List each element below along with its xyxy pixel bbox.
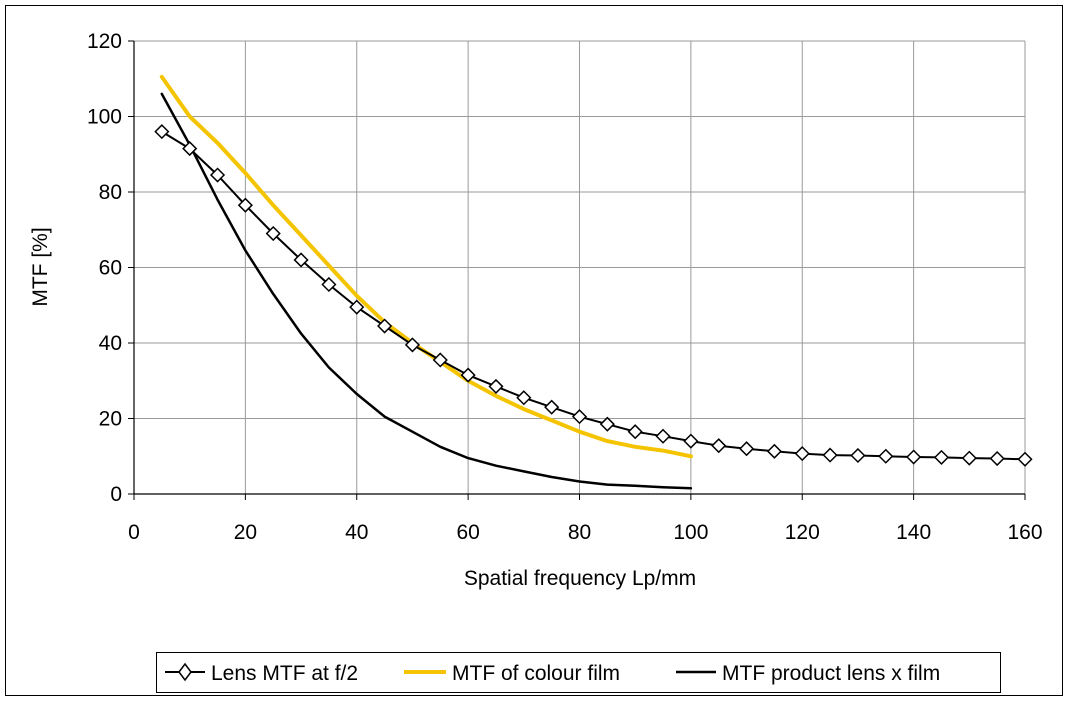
y-tick-label: 0 [110, 483, 122, 506]
legend-box [156, 652, 1001, 693]
y-tick-label: 80 [99, 181, 122, 204]
y-axis-label: MTF [%] [29, 227, 52, 306]
data-point-lens-mtf [599, 416, 615, 432]
data-point-lens-mtf [209, 167, 226, 183]
legend-label-colour-film: MTF of colour film [452, 662, 620, 685]
data-point-lens-mtf [516, 390, 532, 406]
y-tick-label: 100 [87, 106, 122, 129]
data-point-lens-mtf [432, 352, 448, 368]
data-point-lens-mtf [571, 409, 588, 425]
data-point-lens-mtf [237, 197, 253, 213]
tick-labels: 0 20 40 60 80 100 120 0 20 40 60 80 100 120 140 160 [87, 30, 1043, 544]
data-point-lens-mtf [460, 367, 476, 383]
data-point-lens-mtf [711, 438, 727, 454]
data-point-lens-mtf [404, 337, 420, 353]
grid-lines [134, 40, 1026, 494]
data-point-lens-mtf [265, 225, 281, 242]
x-tick-label: 60 [456, 521, 479, 544]
data-point-lens-mtf [293, 252, 309, 268]
data-point-lens-mtf [349, 299, 365, 315]
legend-label-product: MTF product lens x film [722, 662, 940, 685]
data-point-lens-mtf [794, 446, 810, 462]
data-point-lens-mtf [182, 141, 198, 157]
data-point-lens-mtf [544, 399, 560, 415]
data-point-lens-mtf [878, 448, 894, 464]
y-tick-label: 20 [99, 408, 122, 431]
legend: Lens MTF at f/2 MTF of colour film MTF p… [156, 652, 1001, 693]
data-point-lens-mtf [822, 447, 838, 463]
x-tick-label: 160 [1007, 521, 1042, 544]
data-point-lens-mtf [321, 276, 337, 293]
x-tick-label: 120 [785, 521, 820, 544]
data-point-lens-mtf [961, 450, 977, 466]
y-tick-label: 40 [99, 332, 122, 355]
data-point-lens-mtf [627, 424, 643, 440]
x-tick-label: 80 [568, 521, 591, 544]
data-point-lens-mtf [1017, 451, 1033, 467]
axes [128, 40, 1026, 500]
data-point-lens-mtf [154, 124, 170, 140]
x-tick-label: 0 [128, 521, 140, 544]
data-point-lens-mtf [377, 318, 393, 334]
data-point-lens-mtf [933, 449, 950, 465]
data-point-lens-mtf [989, 450, 1005, 467]
x-tick-label: 40 [345, 521, 368, 544]
x-tick-label: 20 [234, 521, 257, 544]
data-point-lens-mtf [739, 441, 755, 457]
chart-frame [5, 5, 1063, 696]
data-point-lens-mtf [655, 428, 671, 444]
x-tick-label: 140 [896, 521, 931, 544]
y-tick-label: 60 [99, 257, 122, 280]
x-axis-label: Spatial frequency Lp/mm [464, 567, 696, 590]
y-tick-label: 120 [87, 30, 122, 53]
data-point-lens-mtf [488, 378, 504, 394]
data-point-lens-mtf [766, 443, 782, 459]
data-point-lens-mtf [906, 449, 922, 465]
diamond-marker-icon [178, 662, 192, 682]
legend-label-lens-mtf: Lens MTF at f/2 [211, 662, 358, 685]
series-layer [154, 74, 1033, 490]
data-point-lens-mtf [683, 433, 699, 449]
data-point-lens-mtf [850, 447, 866, 464]
x-tick-label: 100 [673, 521, 708, 544]
series-line-product [160, 92, 693, 490]
